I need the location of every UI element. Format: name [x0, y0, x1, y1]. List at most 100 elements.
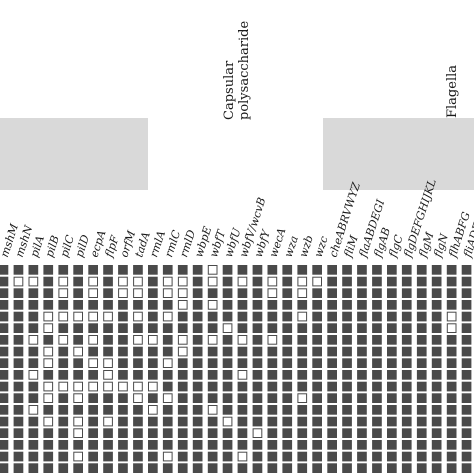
- gene-present-cell: [133, 416, 143, 427]
- gene-absent-cell: [446, 323, 457, 333]
- gene-absent-cell: [297, 311, 308, 322]
- gene-present-cell: [133, 323, 143, 333]
- gene-present-cell: [416, 370, 427, 380]
- gene-present-cell: [282, 311, 293, 322]
- gene-present-cell: [446, 405, 457, 415]
- gene-absent-cell: [297, 288, 308, 298]
- gene-present-cell: [192, 276, 203, 287]
- gene-present-cell: [312, 393, 322, 403]
- gene-present-cell: [401, 323, 412, 333]
- gene-present-cell: [237, 405, 248, 415]
- gene-present-cell: [148, 358, 158, 368]
- gene-present-cell: [461, 335, 472, 345]
- gene-present-cell: [267, 463, 278, 473]
- gene-present-cell: [431, 463, 442, 473]
- gene-present-cell: [357, 393, 367, 403]
- gene-present-cell: [297, 428, 308, 438]
- gene-present-cell: [342, 416, 352, 427]
- gene-absent-cell: [133, 288, 143, 298]
- gene-present-cell: [446, 393, 457, 403]
- gene-present-cell: [327, 346, 337, 357]
- gene-absent-cell: [133, 311, 143, 322]
- gene-present-cell: [192, 451, 203, 462]
- gene-present-cell: [73, 358, 84, 368]
- gene-present-cell: [387, 323, 397, 333]
- gene-absent-cell: [177, 288, 188, 298]
- gene-present-cell: [267, 311, 278, 322]
- gene-present-cell: [28, 416, 39, 427]
- gene-present-cell: [58, 370, 69, 380]
- presence-grid: [0, 265, 472, 473]
- gene-present-cell: [461, 346, 472, 357]
- gene-present-cell: [192, 323, 203, 333]
- gene-present-cell: [177, 463, 188, 473]
- gene-present-cell: [401, 451, 412, 462]
- gene-present-cell: [372, 276, 382, 287]
- gene-present-cell: [401, 276, 412, 287]
- gene-absent-cell: [73, 451, 84, 462]
- gene-present-cell: [58, 416, 69, 427]
- gene-present-cell: [312, 463, 322, 473]
- gene-present-cell: [282, 440, 293, 450]
- gene-present-cell: [0, 370, 9, 380]
- gene-present-cell: [357, 276, 367, 287]
- gene-present-cell: [342, 405, 352, 415]
- gene-present-cell: [148, 428, 158, 438]
- gene-present-cell: [13, 323, 24, 333]
- gene-present-cell: [401, 335, 412, 345]
- gene-present-cell: [13, 358, 24, 368]
- gene-absent-cell: [43, 323, 54, 333]
- gene-present-cell: [416, 300, 427, 310]
- gene-present-cell: [357, 405, 367, 415]
- gene-present-cell: [148, 370, 158, 380]
- gene-present-cell: [282, 393, 293, 403]
- gene-present-cell: [357, 463, 367, 473]
- gene-present-cell: [0, 463, 9, 473]
- gene-present-cell: [342, 300, 352, 310]
- gene-present-cell: [252, 346, 263, 357]
- gene-present-cell: [267, 405, 278, 415]
- gene-present-cell: [372, 335, 382, 345]
- gene-absent-cell: [162, 358, 173, 368]
- gene-present-cell: [342, 265, 352, 275]
- gene-present-cell: [192, 346, 203, 357]
- gene-present-cell: [13, 370, 24, 380]
- gene-present-cell: [327, 405, 337, 415]
- gene-present-cell: [28, 451, 39, 462]
- gene-present-cell: [222, 300, 233, 310]
- gene-present-cell: [431, 405, 442, 415]
- gene-present-cell: [0, 381, 9, 392]
- gene-present-cell: [267, 381, 278, 392]
- gene-present-cell: [446, 300, 457, 310]
- gene-absent-cell: [267, 276, 278, 287]
- gene-present-cell: [13, 346, 24, 357]
- gene-present-cell: [207, 428, 218, 438]
- gene-present-cell: [133, 428, 143, 438]
- gene-present-cell: [267, 440, 278, 450]
- gene-present-cell: [0, 451, 9, 462]
- gene-present-cell: [401, 405, 412, 415]
- gene-absent-cell: [207, 265, 218, 275]
- gene-present-cell: [58, 451, 69, 462]
- gene-present-cell: [88, 370, 99, 380]
- gene-present-cell: [282, 381, 293, 392]
- gene-present-cell: [28, 358, 39, 368]
- gene-present-cell: [282, 451, 293, 462]
- gene-present-cell: [372, 300, 382, 310]
- gene-present-cell: [387, 440, 397, 450]
- gene-present-cell: [312, 335, 322, 345]
- gene-present-cell: [387, 381, 397, 392]
- gene-absent-cell: [73, 393, 84, 403]
- gene-present-cell: [88, 346, 99, 357]
- gene-present-cell: [342, 381, 352, 392]
- gene-present-cell: [43, 370, 54, 380]
- gene-present-cell: [297, 335, 308, 345]
- gene-present-cell: [446, 370, 457, 380]
- gene-present-cell: [222, 265, 233, 275]
- gene-present-cell: [252, 416, 263, 427]
- gene-present-cell: [88, 323, 99, 333]
- gene-present-cell: [267, 323, 278, 333]
- gene-present-cell: [446, 463, 457, 473]
- gene-present-cell: [148, 265, 158, 275]
- gene-absent-cell: [267, 335, 278, 345]
